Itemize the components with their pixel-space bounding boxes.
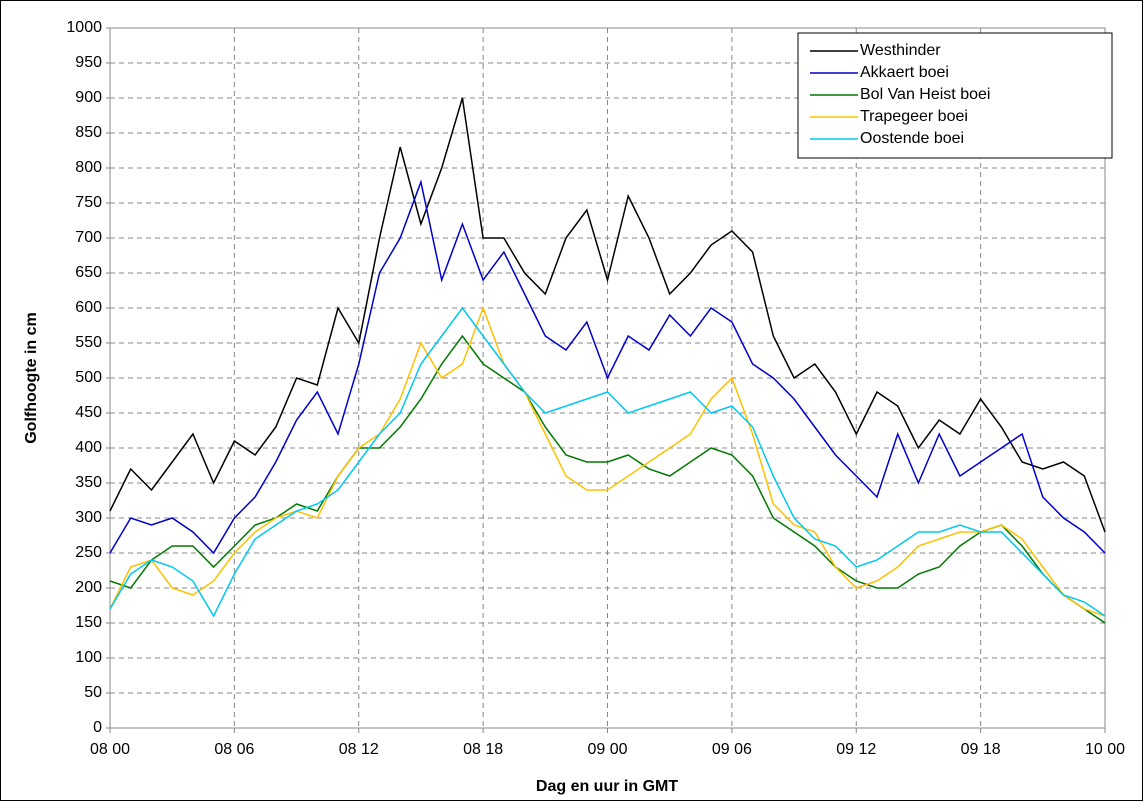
y-tick-label: 600 bbox=[75, 299, 102, 316]
y-tick-label: 100 bbox=[75, 649, 102, 666]
x-tick-label: 08 12 bbox=[339, 741, 379, 758]
y-tick-label: 0 bbox=[93, 719, 102, 736]
y-tick-label: 150 bbox=[75, 614, 102, 631]
x-tick-label: 09 00 bbox=[587, 741, 627, 758]
y-tick-label: 550 bbox=[75, 334, 102, 351]
y-tick-label: 450 bbox=[75, 404, 102, 421]
legend-label: Bol Van Heist boei bbox=[860, 86, 990, 103]
y-tick-label: 750 bbox=[75, 194, 102, 211]
x-axis-title: Dag en uur in GMT bbox=[536, 778, 678, 795]
series-line bbox=[109, 97, 1106, 533]
legend-label: Oostende boei bbox=[860, 130, 964, 147]
y-tick-label: 800 bbox=[75, 159, 102, 176]
y-tick-label: 50 bbox=[84, 684, 102, 701]
x-tick-label: 09 06 bbox=[712, 741, 752, 758]
x-tick-label: 08 00 bbox=[90, 741, 130, 758]
legend-label: Westhinder bbox=[860, 42, 941, 59]
y-tick-label: 900 bbox=[75, 89, 102, 106]
x-tick-label: 09 18 bbox=[961, 741, 1001, 758]
y-tick-label: 400 bbox=[75, 439, 102, 456]
series-line bbox=[109, 306, 1106, 618]
series-line bbox=[109, 179, 1106, 555]
x-tick-label: 10 00 bbox=[1085, 741, 1125, 758]
x-tick-label: 09 12 bbox=[836, 741, 876, 758]
y-tick-label: 850 bbox=[75, 124, 102, 141]
y-tick-label: 250 bbox=[75, 544, 102, 561]
y-tick-label: 700 bbox=[75, 229, 102, 246]
series-line bbox=[109, 305, 1106, 617]
y-tick-label: 200 bbox=[75, 579, 102, 596]
y-tick-label: 300 bbox=[75, 509, 102, 526]
legend-label: Akkaert boei bbox=[860, 64, 949, 81]
y-tick-label: 650 bbox=[75, 264, 102, 281]
y-tick-label: 950 bbox=[75, 54, 102, 71]
y-tick-label: 500 bbox=[75, 369, 102, 386]
y-tick-label: 350 bbox=[75, 474, 102, 491]
x-tick-label: 08 18 bbox=[463, 741, 503, 758]
legend-label: Trapegeer boei bbox=[860, 108, 968, 125]
x-tick-label: 08 06 bbox=[214, 741, 254, 758]
y-axis-title: Golfhoogte in cm bbox=[23, 312, 40, 444]
y-tick-label: 1000 bbox=[66, 19, 102, 36]
